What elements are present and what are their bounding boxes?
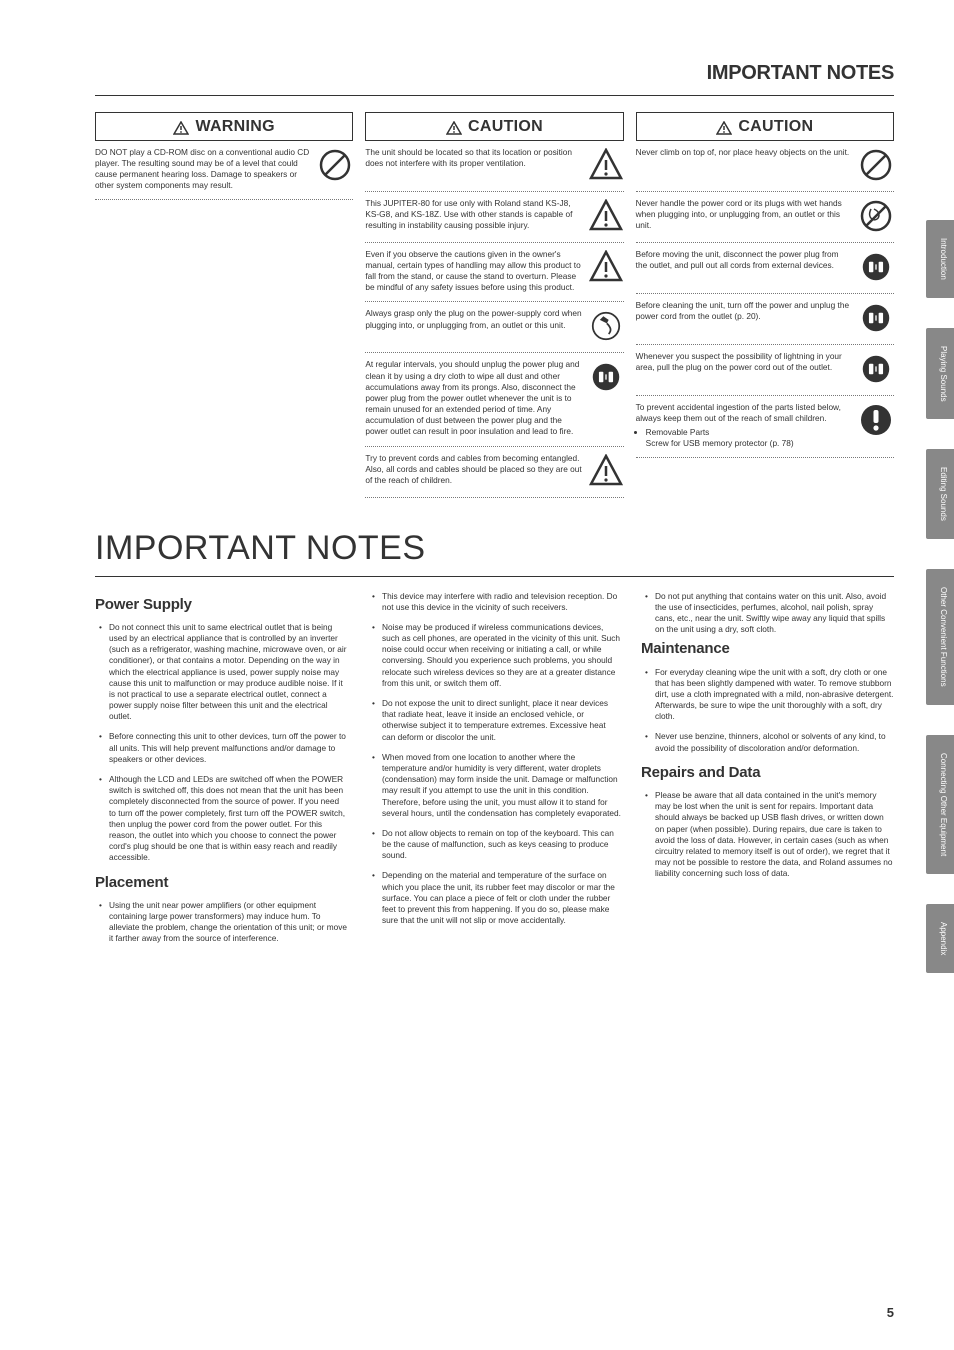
placement-heading: Placement [95, 873, 348, 893]
warning-heading-text: WARNING [195, 116, 274, 138]
caution-item: The unit should be located so that its l… [365, 141, 623, 192]
caution-b-heading: CAUTION [636, 112, 894, 141]
caution-item: Try to prevent cords and cables from bec… [365, 447, 623, 498]
note-item: Never use benzine, thinners, alcohol or … [649, 731, 894, 753]
note-item: Although the LCD and LEDs are switched o… [103, 774, 348, 864]
tab-introduction[interactable]: Introduction [926, 220, 954, 298]
warning-icon [173, 120, 189, 134]
warning-icon [716, 120, 732, 134]
caution-a-heading: CAUTION [365, 112, 623, 141]
outlet-icon [588, 359, 624, 395]
note-item: Depending on the material and temperatur… [376, 870, 621, 926]
caution-item: At regular intervals, you should unplug … [365, 353, 623, 446]
warning-text: DO NOT play a CD-ROM disc on a conventio… [95, 147, 311, 192]
header-rule [95, 95, 894, 96]
note-item: For everyday cleaning wipe the unit with… [649, 667, 894, 723]
tab-other-functions[interactable]: Other Convenient Functions [926, 569, 954, 705]
caution-item: Always grasp only the plug on the power-… [365, 302, 623, 353]
caution-item: To prevent accidental ingestion of the p… [636, 396, 894, 459]
note-item: When moved from one location to another … [376, 752, 621, 819]
note-item: Do not connect this unit to same electri… [103, 622, 348, 723]
solid-excl-icon [858, 402, 894, 438]
sub-bullet-detail: Screw for USB memory protector (p. 78) [636, 438, 852, 449]
caution-column-a: CAUTION The unit should be located so th… [365, 112, 623, 498]
warning-heading: WARNING [95, 112, 353, 141]
warning-icon [446, 120, 462, 134]
caution-item: Before cleaning the unit, turn off the p… [636, 294, 894, 345]
caution-item: Even if you observe the cautions given i… [365, 243, 623, 303]
prohibit-icon [317, 147, 353, 183]
prohibit-wet-icon [858, 198, 894, 234]
note-item: Please be aware that all data contained … [649, 790, 894, 880]
tab-editing-sounds[interactable]: Editing Sounds [926, 449, 954, 539]
caution-item: Never climb on top of, nor place heavy o… [636, 141, 894, 192]
tri-excl-icon [588, 249, 624, 285]
caution-item: Whenever you suspect the possibility of … [636, 345, 894, 396]
sub-bullet: Removable Parts [646, 427, 852, 438]
tab-appendix[interactable]: Appendix [926, 904, 954, 973]
caution-column-b: CAUTION Never climb on top of, nor place… [636, 112, 894, 498]
note-item: Do not expose the unit to direct sunligh… [376, 698, 621, 743]
outlet-icon [858, 249, 894, 285]
warning-column: WARNING DO NOT play a CD-ROM disc on a c… [95, 112, 353, 498]
caution-a-heading-text: CAUTION [468, 116, 543, 138]
page-header-title: IMPORTANT NOTES [95, 60, 894, 87]
caution-b-heading-text: CAUTION [738, 116, 813, 138]
side-tabs: Introduction Playing Sounds Editing Soun… [926, 220, 954, 973]
power-supply-heading: Power Supply [95, 595, 348, 615]
plug-pull-icon [588, 308, 624, 344]
note-item: This device may interfere with radio and… [376, 591, 621, 613]
notes-columns: Power Supply Do not connect this unit to… [95, 591, 894, 945]
note-item: Before connecting this unit to other dev… [103, 731, 348, 765]
maintenance-heading: Maintenance [641, 639, 894, 659]
tri-excl-icon [588, 453, 624, 489]
prohibit-icon [858, 147, 894, 183]
repairs-heading: Repairs and Data [641, 763, 894, 783]
main-title: IMPORTANT NOTES [95, 526, 894, 577]
outlet-icon [858, 300, 894, 336]
note-item: Do not allow objects to remain on top of… [376, 828, 621, 862]
caution-item: This JUPITER-80 for use only with Roland… [365, 192, 623, 243]
tri-excl-icon [588, 198, 624, 234]
note-item: Using the unit near power amplifiers (or… [103, 900, 348, 945]
note-item: Do not put anything that contains water … [649, 591, 894, 636]
warning-item: DO NOT play a CD-ROM disc on a conventio… [95, 141, 353, 201]
tri-excl-icon [588, 147, 624, 183]
page-number: 5 [887, 1304, 894, 1322]
outlet-icon [858, 351, 894, 387]
tab-playing-sounds[interactable]: Playing Sounds [926, 328, 954, 420]
note-item: Noise may be produced if wireless commun… [376, 622, 621, 689]
caution-item: Before moving the unit, disconnect the p… [636, 243, 894, 294]
tab-connecting-equipment[interactable]: Connecting Other Equipment [926, 735, 954, 874]
caution-item: Never handle the power cord or its plugs… [636, 192, 894, 243]
caution-boxes-region: WARNING DO NOT play a CD-ROM disc on a c… [95, 112, 894, 498]
caution-text: To prevent accidental ingestion of the p… [636, 402, 841, 423]
